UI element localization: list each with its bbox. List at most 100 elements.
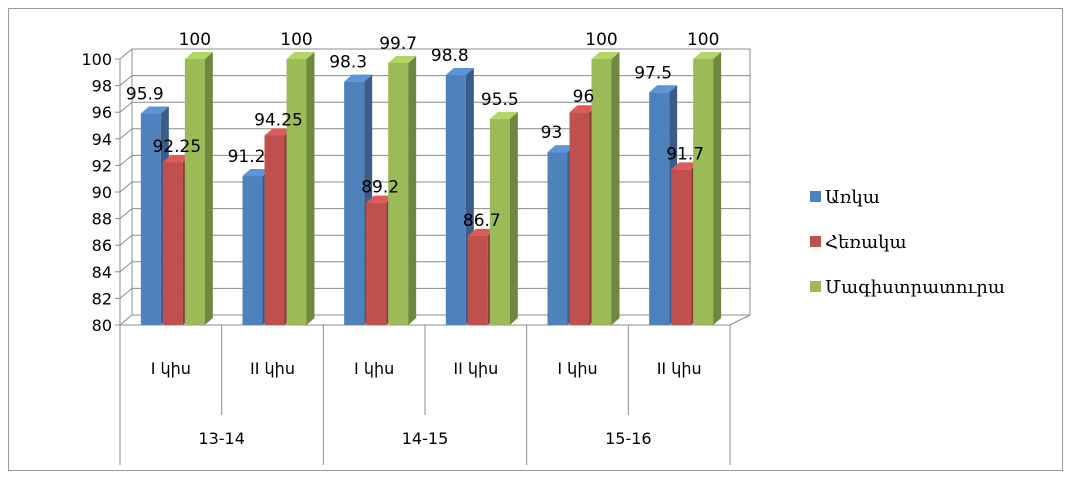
group-label: 13-14 (198, 429, 245, 448)
bar-top (140, 106, 169, 114)
bar-front (344, 81, 365, 325)
category-label: II կիս (657, 359, 702, 378)
y-tick-label: 88 (92, 210, 112, 229)
group-label: 14-15 (402, 429, 449, 448)
bar-top (344, 74, 373, 82)
bars (140, 52, 722, 326)
gridline-side (119, 128, 133, 140)
gridline-side (119, 208, 133, 219)
bar-top (184, 52, 213, 59)
category-axis: I կիս II կիս I կիս II կիս I կիս II կիս 13-14 14… (119, 325, 731, 465)
gridline-side (119, 155, 133, 166)
gridline-side (119, 234, 133, 246)
data-label: 99.7 (379, 34, 417, 54)
y-tick-label: 86 (92, 236, 112, 255)
data-label: 86.7 (463, 211, 501, 231)
gridline-side (119, 314, 133, 326)
bar-side (306, 52, 315, 325)
bar-top (693, 52, 722, 59)
legend-swatch (810, 281, 821, 292)
bar-top (671, 162, 700, 170)
bar-side (611, 52, 620, 325)
data-label: 97.5 (634, 63, 672, 83)
bar-front (649, 92, 670, 325)
group-label: 15-16 (605, 429, 652, 448)
bar-front (162, 162, 183, 325)
bar-top (569, 105, 598, 113)
y-tick-label: 80 (92, 316, 112, 335)
data-label: 91.7 (666, 144, 704, 164)
bar-top (649, 85, 678, 93)
data-label: 100 (585, 30, 617, 50)
gridline-side (119, 75, 133, 86)
bar-front (467, 235, 488, 325)
bar (489, 111, 518, 325)
bar-top (388, 55, 417, 63)
bar-side (509, 111, 518, 325)
y-tick-label: 96 (92, 103, 112, 122)
legend-swatch (810, 236, 821, 247)
data-label: 95.9 (126, 85, 164, 105)
data-label: 91.2 (228, 147, 266, 167)
legend-label: Առկա (825, 187, 880, 208)
gridline-side (119, 181, 133, 193)
bar-top (591, 52, 620, 59)
bar-front (569, 112, 590, 325)
category-label: I կիս (151, 359, 191, 378)
y-tick-label: 90 (92, 183, 112, 202)
y-tick-label: 100 (81, 50, 112, 69)
data-label: 95.5 (481, 90, 519, 110)
bar-top (242, 169, 271, 177)
bar-front (184, 59, 205, 325)
category-label: I կիս (354, 359, 394, 378)
bar-front (591, 59, 612, 325)
bar-top (489, 111, 518, 119)
bar-side (408, 55, 417, 326)
data-label: 96 (573, 87, 595, 107)
y-tick-label: 92 (92, 156, 112, 175)
legend-swatch (810, 191, 821, 202)
data-label: 100 (179, 30, 211, 50)
category-label: II կիս (453, 359, 498, 378)
bar-front (264, 135, 285, 325)
bar-front (242, 176, 263, 325)
bar-top (162, 155, 191, 163)
y-tick-label: 82 (92, 289, 112, 308)
bar-front (388, 62, 409, 326)
bar (693, 52, 722, 325)
gridline-side (119, 48, 133, 60)
bar-front (489, 118, 510, 325)
bar-front (445, 74, 466, 326)
data-label: 93 (541, 123, 563, 143)
data-label: 98.8 (431, 46, 469, 66)
data-label: 100 (280, 30, 312, 50)
category-label: I կիս (557, 359, 597, 378)
y-tick-label: 98 (92, 77, 112, 96)
bar (388, 55, 417, 326)
data-label: 94.25 (254, 110, 303, 130)
category-label: II կիս (250, 359, 295, 378)
bar-top (467, 228, 496, 236)
gridline-side (119, 101, 133, 113)
bar-front (286, 59, 307, 325)
bar-front (366, 202, 387, 325)
bar (591, 52, 620, 325)
bar (184, 52, 213, 325)
legend: Առկա Հեռակա Մագիստրատուրա (810, 187, 1005, 298)
gridline-side (119, 288, 133, 299)
bar-front (693, 59, 714, 325)
legend-label: Մագիստրատուրա (825, 277, 1005, 298)
bar-top (547, 145, 576, 153)
gridline-side (119, 261, 133, 273)
bar-side (713, 52, 722, 325)
bar-top (445, 67, 474, 75)
gridlines (119, 48, 750, 326)
bar-front (547, 152, 568, 325)
bar-side (204, 52, 213, 325)
bar-top (366, 195, 395, 203)
data-label: 89.2 (361, 178, 399, 198)
bar (286, 52, 315, 325)
data-labels: 95.9 91.2 98.3 98.8 93 97.5 92.25 94.25 89.2 86.7… (126, 30, 719, 231)
legend-label: Հեռակա (825, 232, 907, 253)
